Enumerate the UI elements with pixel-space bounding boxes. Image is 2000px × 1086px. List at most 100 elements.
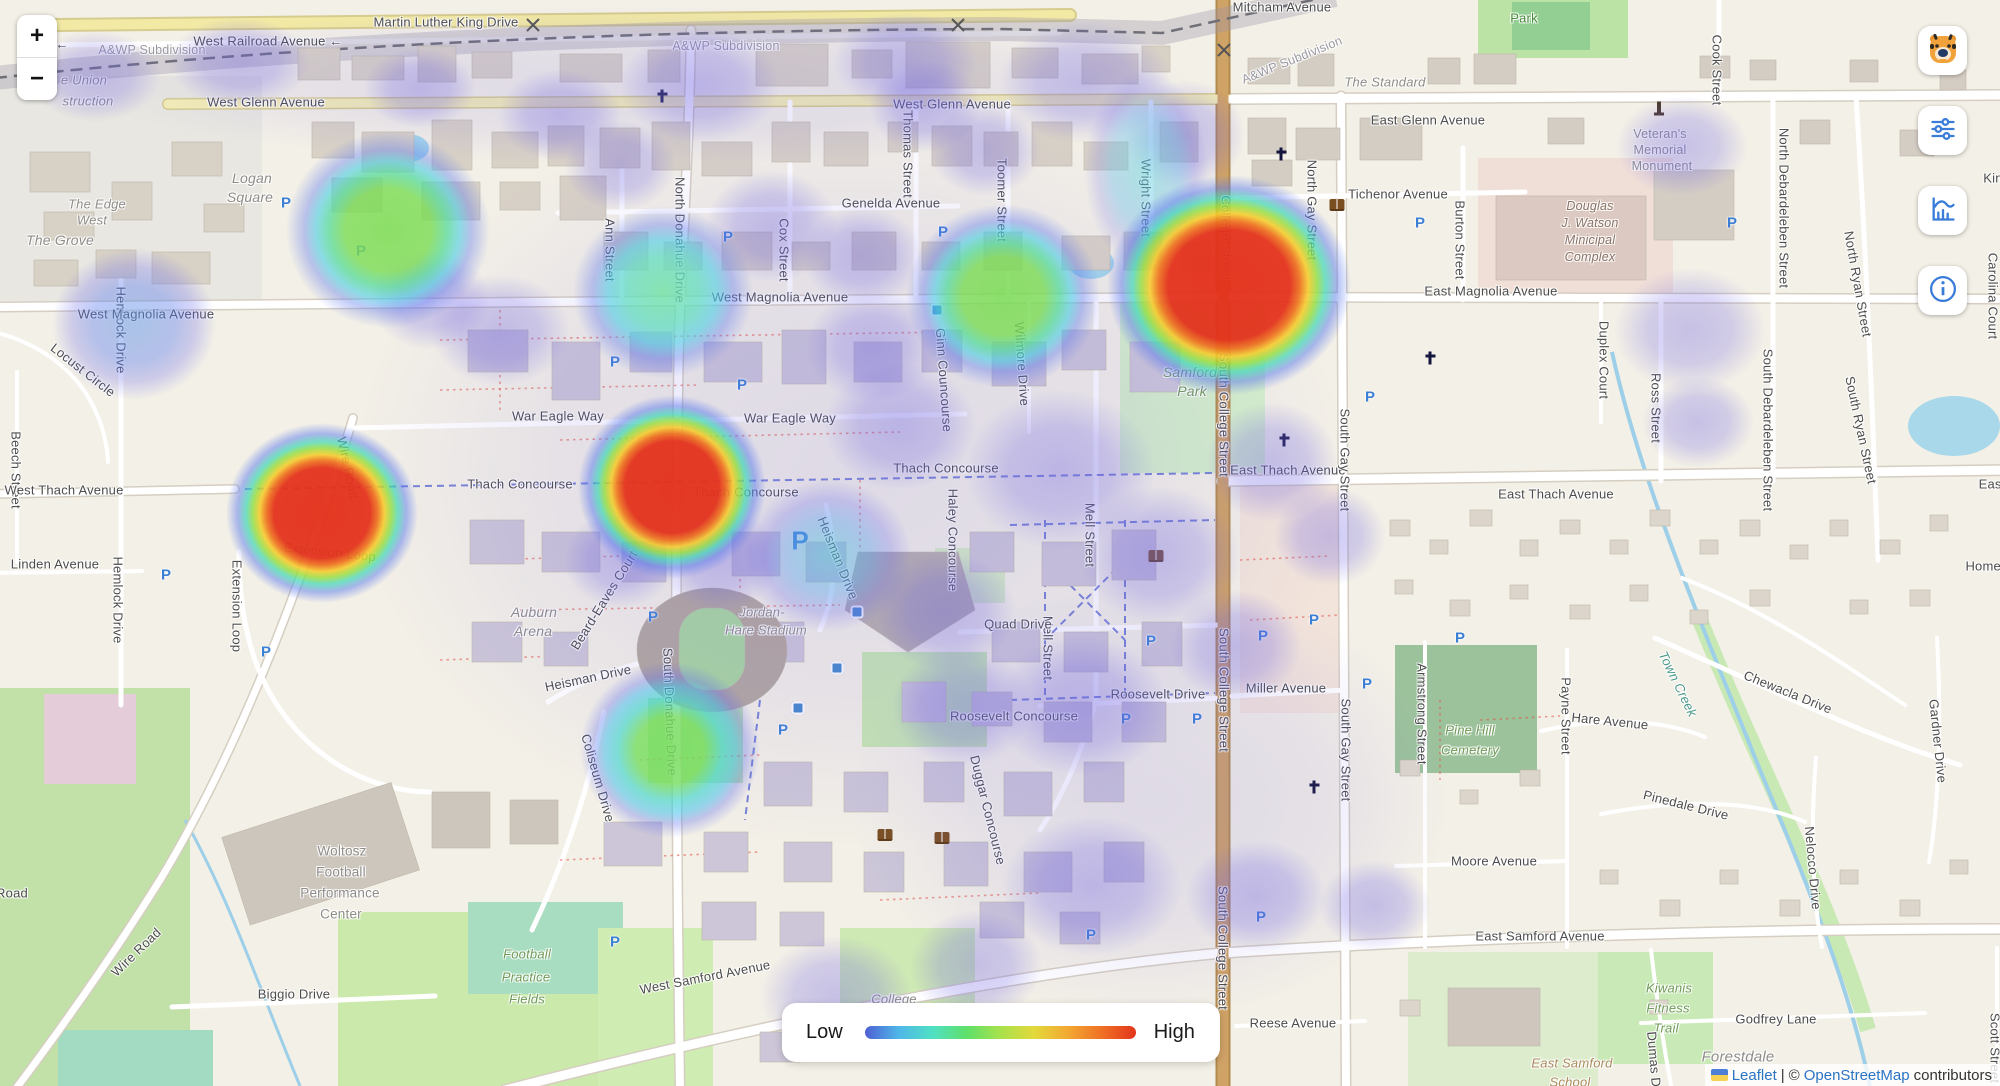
map-label: Cemetery bbox=[1441, 742, 1499, 758]
map-label: Reese Avenue bbox=[1249, 1015, 1337, 1031]
parking-icon: P bbox=[1257, 627, 1269, 645]
map-label: Pine Hill bbox=[1445, 722, 1495, 738]
map-label: War Eagle Way bbox=[512, 408, 604, 424]
map-label: West Magnolia Avenue bbox=[711, 289, 849, 305]
zoom-in-button[interactable]: + bbox=[17, 15, 57, 57]
info-button[interactable] bbox=[1918, 266, 1967, 315]
map-label: East Magnolia Avenue bbox=[1424, 283, 1558, 299]
map-label: Mell Street bbox=[1082, 502, 1098, 568]
monument-icon bbox=[1654, 101, 1664, 116]
map-label: Arena bbox=[513, 623, 553, 639]
map-label: Kiwanis bbox=[1645, 980, 1693, 996]
leaflet-link[interactable]: Leaflet bbox=[1731, 1066, 1777, 1084]
parking-icon: P bbox=[777, 721, 789, 739]
map-label: West Railroad Avenue ← bbox=[193, 33, 343, 49]
attribution-bar: Leaflet | © OpenStreetMap contributors bbox=[1704, 1064, 2000, 1086]
map-label: A&WP Subdivision bbox=[1239, 33, 1345, 87]
map-label: Beard-Eaves Court bbox=[567, 547, 641, 653]
map-label: A&WP Subdivision bbox=[98, 43, 206, 57]
map-label: The Edge bbox=[68, 196, 126, 212]
map-label: Logan bbox=[232, 170, 272, 186]
map-label: Moore Avenue bbox=[1451, 853, 1537, 869]
map-label: Miller Avenue bbox=[1245, 680, 1327, 696]
map-label: Center bbox=[320, 906, 362, 922]
map-label: Wright Street bbox=[1138, 158, 1154, 238]
map-label: North Debardeleben Street bbox=[1776, 127, 1792, 289]
map-label: College bbox=[871, 991, 917, 1007]
bus-icon bbox=[791, 701, 805, 715]
map-label: Quad Drive bbox=[984, 616, 1052, 632]
map-label: Football bbox=[503, 946, 551, 962]
map-label: Dumas Drive bbox=[1644, 1030, 1666, 1086]
parking-icon: P bbox=[1191, 710, 1203, 728]
map-label: Gardner Drive bbox=[1926, 698, 1950, 784]
map-label: Thomas Street bbox=[900, 110, 916, 198]
map-label: Football bbox=[316, 864, 366, 880]
map-label: Monument bbox=[1631, 159, 1693, 173]
map-label: Cox Street bbox=[776, 218, 792, 282]
map-label: South College Street bbox=[1215, 886, 1231, 1010]
map-label: e Union bbox=[60, 72, 108, 88]
cross-icon bbox=[1425, 351, 1435, 365]
map-label: Genelda Avenue bbox=[841, 195, 941, 211]
parking-icon: P bbox=[647, 608, 659, 626]
cross-icon bbox=[1309, 780, 1319, 794]
info-icon bbox=[1928, 274, 1958, 307]
railroad-layer bbox=[0, 0, 1338, 90]
map-label: Roosevelt Concourse bbox=[949, 708, 1079, 724]
map-label: Square bbox=[226, 189, 274, 205]
map-label: Kin bbox=[1983, 170, 2000, 186]
chart-button[interactable] bbox=[1918, 186, 1967, 235]
map-label: South College Street bbox=[1216, 353, 1232, 477]
map-label: Toomer Street bbox=[994, 157, 1010, 243]
map-label: struction bbox=[62, 93, 114, 109]
map-label: Coliseum Drive bbox=[578, 732, 618, 824]
map-label: North Donahue Drive bbox=[672, 177, 688, 303]
filters-button[interactable] bbox=[1918, 106, 1967, 155]
map-label: Pinedale Drive bbox=[1641, 787, 1731, 823]
map-label: East Glenn Avenue bbox=[1370, 112, 1486, 128]
map-label: South Gay Street bbox=[1337, 408, 1353, 512]
creek-layer bbox=[183, 351, 1876, 1086]
map-label: Extension Loop bbox=[229, 559, 245, 653]
map-label: Memorial bbox=[1633, 143, 1687, 157]
map-label: A&WP Subdivision bbox=[672, 39, 780, 53]
map-label: J. Watson bbox=[1561, 216, 1619, 230]
parking-icon: P bbox=[1085, 926, 1097, 944]
book-icon bbox=[934, 832, 950, 844]
map-label: Ginn Councourse bbox=[932, 327, 956, 433]
map-label: Hare Stadium bbox=[725, 622, 807, 638]
legend-gradient-bar bbox=[864, 1026, 1136, 1039]
map-label: Woltosz bbox=[317, 843, 367, 859]
map-label: Performance bbox=[300, 885, 380, 901]
map-label: The Grove bbox=[26, 232, 94, 248]
map-label: Locust Circle bbox=[47, 340, 119, 400]
map-label: South Donahue Drive bbox=[660, 647, 680, 777]
zoom-control: + − bbox=[17, 15, 57, 100]
map-label: The Standard bbox=[1344, 74, 1426, 90]
map-label: Complex bbox=[1564, 250, 1616, 264]
map-label: Douglas bbox=[1566, 199, 1614, 213]
map-label: West Samford Avenue bbox=[638, 956, 772, 998]
map-label: East Thach Avenue bbox=[1498, 486, 1614, 502]
map-label: North Ryan Street bbox=[1841, 229, 1875, 339]
openstreetmap-link[interactable]: OpenStreetMap bbox=[1803, 1066, 1910, 1084]
zoom-out-button[interactable]: − bbox=[17, 58, 57, 100]
map-label: Ann Street bbox=[602, 218, 618, 282]
ukraine-flag-icon bbox=[1710, 1069, 1728, 1081]
map-label: Hemlock Drive bbox=[113, 286, 129, 374]
map-label: East bbox=[1978, 476, 2000, 492]
map-label: School bbox=[1549, 1074, 1591, 1086]
parking-icon: P bbox=[1120, 710, 1132, 728]
map-label: Fitness bbox=[1646, 1000, 1690, 1016]
map-label: Duplex Court bbox=[1596, 320, 1612, 400]
map-label: Veteran's bbox=[1633, 127, 1687, 141]
map-label: Extension Loop bbox=[283, 539, 377, 565]
map-label: Wire Road bbox=[108, 924, 164, 980]
mascot-button[interactable] bbox=[1918, 26, 1967, 75]
map-label: Heisman Drive bbox=[543, 661, 633, 695]
map-label: Wilmore Drive bbox=[1011, 321, 1033, 407]
map-label: Hare Avenue bbox=[1570, 709, 1650, 733]
attribution-separator: | bbox=[1780, 1066, 1785, 1084]
